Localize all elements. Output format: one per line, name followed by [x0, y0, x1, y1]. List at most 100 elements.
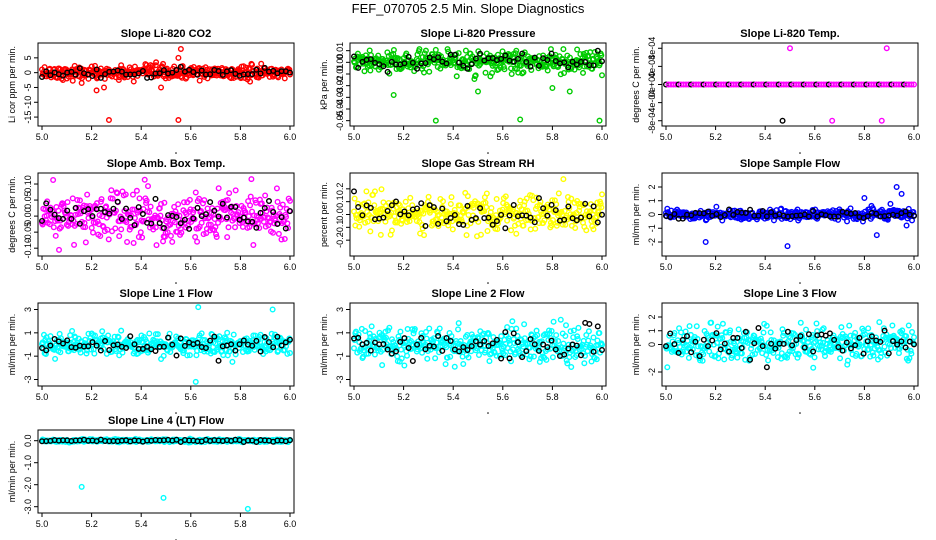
black-point	[43, 347, 50, 354]
data-point	[114, 190, 121, 197]
data-point	[224, 234, 231, 241]
x-tick-label: 6.0	[596, 132, 609, 142]
data-point	[397, 328, 404, 335]
data-point	[50, 176, 57, 183]
black-point	[451, 211, 458, 218]
data-point	[222, 335, 229, 342]
data-point	[530, 353, 537, 360]
data-point	[198, 219, 205, 226]
x-tick-label: 5.8	[234, 519, 247, 529]
data-point	[258, 200, 265, 207]
data-point	[447, 200, 454, 207]
black-point	[414, 205, 421, 212]
data-point	[229, 358, 236, 365]
data-point	[426, 68, 433, 75]
data-point	[82, 239, 89, 246]
data-point	[196, 77, 203, 84]
black-point	[123, 344, 130, 351]
data-point	[129, 191, 136, 198]
panel-7: Slope Line 1 Flow 5.0 5.2 5.4 5.6 5.8 6.0 -3 -1 1…	[7, 288, 296, 414]
plot-frame	[349, 302, 607, 387]
plot-frame	[37, 302, 295, 387]
data-point	[368, 323, 375, 330]
data-point	[566, 354, 573, 361]
black-point	[43, 68, 50, 75]
y-tick-label: -0.02	[335, 75, 345, 96]
x-tick-label: 5.8	[858, 392, 871, 402]
black-point	[435, 332, 442, 339]
black-point	[763, 364, 770, 371]
black-point	[257, 209, 264, 216]
axis-dot	[799, 152, 801, 154]
black-point	[552, 57, 559, 64]
black-point	[477, 50, 484, 57]
data-point	[715, 355, 722, 362]
black-point	[439, 347, 446, 354]
black-point	[506, 355, 513, 362]
data-point	[186, 196, 193, 203]
data-point	[109, 228, 116, 235]
black-point	[363, 202, 370, 209]
data-point	[124, 238, 131, 245]
data-point	[50, 224, 57, 231]
x-tick-label: 5.2	[397, 262, 410, 272]
data-point	[566, 88, 573, 95]
data-point	[591, 48, 598, 55]
data-point	[162, 75, 169, 82]
data-point	[192, 378, 199, 385]
x-tick-label: 5.2	[85, 132, 98, 142]
data-point	[532, 225, 539, 232]
black-point	[215, 213, 222, 220]
black-point	[384, 68, 391, 75]
data-point	[596, 117, 603, 124]
data-point	[78, 483, 85, 490]
data-point	[157, 212, 164, 219]
data-point	[175, 335, 182, 342]
data-point	[905, 322, 912, 329]
data-point	[528, 67, 535, 74]
x-tick-label: 5.0	[36, 262, 49, 272]
data-point	[550, 318, 557, 325]
y-tick-label: -3	[23, 375, 33, 383]
black-point	[852, 209, 859, 216]
black-point	[351, 53, 358, 60]
black-point	[211, 207, 218, 214]
y-axis-label: ml/min per min.	[7, 314, 17, 376]
data-point	[898, 190, 905, 197]
data-point	[794, 206, 801, 213]
black-point	[713, 211, 720, 218]
data-point	[544, 67, 551, 74]
black-point	[207, 199, 214, 206]
data-point	[57, 224, 64, 231]
data-point	[72, 334, 79, 341]
y-tick-label: -0.05	[23, 222, 33, 243]
black-point	[139, 67, 146, 74]
black-point	[902, 208, 909, 215]
data-point	[887, 200, 894, 207]
panel-title: Slope Amb. Box Temp.	[107, 158, 226, 170]
panel-title: Slope Li-820 Pressure	[421, 28, 536, 40]
panel-1: Slope Li-820 CO2 5.0 5.2 5.4 5.6 5.8 6.0 -15 -10…	[7, 28, 296, 154]
black-point	[76, 65, 83, 72]
data-point	[787, 45, 794, 52]
x-tick-label: 5.2	[709, 132, 722, 142]
data-point	[84, 191, 91, 198]
data-point	[678, 329, 685, 336]
data-point	[861, 194, 868, 201]
data-point	[415, 213, 422, 220]
data-point	[213, 233, 220, 240]
data-point	[175, 54, 182, 61]
data-point	[844, 357, 851, 364]
data-point	[362, 327, 369, 334]
data-point	[846, 322, 853, 329]
black-point	[548, 201, 555, 208]
data-point	[908, 81, 915, 88]
y-tick-label: 0	[647, 212, 657, 217]
black-point	[464, 202, 471, 209]
y-tick-label: -0.01	[335, 64, 345, 85]
black-point	[177, 335, 184, 342]
data-point	[78, 80, 85, 87]
data-point	[184, 352, 191, 359]
x-tick-label: 6.0	[908, 392, 921, 402]
data-point	[870, 352, 877, 359]
